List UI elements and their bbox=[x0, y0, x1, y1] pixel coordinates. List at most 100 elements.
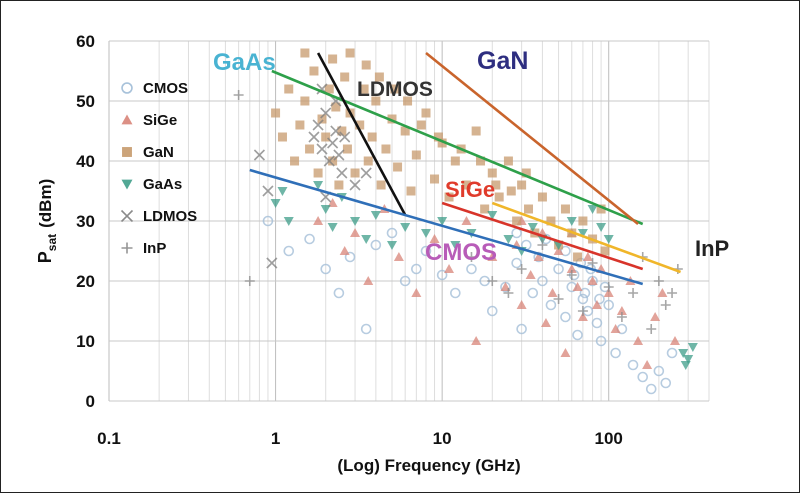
gaas-point bbox=[437, 217, 448, 226]
inp-point bbox=[628, 288, 639, 298]
ldmos-point bbox=[333, 149, 345, 161]
gan-point bbox=[411, 150, 421, 160]
inp-point bbox=[516, 264, 527, 274]
gan-point bbox=[350, 168, 360, 178]
sige-point bbox=[363, 276, 374, 285]
sige-point bbox=[582, 252, 593, 261]
cmos-point bbox=[516, 323, 527, 335]
gan-point bbox=[284, 84, 294, 94]
gan-point bbox=[406, 186, 416, 196]
gan-point bbox=[313, 168, 323, 178]
gaas-point bbox=[450, 241, 461, 250]
gan-point bbox=[387, 114, 397, 124]
inp-point bbox=[577, 306, 588, 316]
data-points bbox=[233, 48, 698, 395]
ldmos-point bbox=[339, 131, 351, 143]
gan-point bbox=[340, 72, 350, 82]
inp-point bbox=[466, 252, 477, 262]
gan-point bbox=[359, 84, 369, 94]
y-axis-title-unit: (dBm) bbox=[36, 179, 55, 228]
gan-point bbox=[416, 120, 426, 130]
annotation-inp: InP bbox=[695, 236, 729, 261]
gan-point bbox=[342, 144, 352, 154]
gan-point bbox=[381, 144, 391, 154]
ldmos-point bbox=[308, 131, 320, 143]
gan-point bbox=[444, 192, 454, 202]
gaas-point bbox=[270, 199, 281, 208]
cmos-point bbox=[344, 251, 356, 263]
sige-point bbox=[547, 288, 558, 297]
gaas-point bbox=[596, 223, 607, 232]
sige-point bbox=[327, 198, 338, 207]
x-axis-title: (Log) Frequency (GHz) bbox=[337, 456, 520, 475]
legend-label-inp: InP bbox=[143, 240, 166, 257]
gan-point bbox=[560, 204, 570, 214]
gaas-point bbox=[680, 361, 691, 370]
y-tick-label: 0 bbox=[86, 392, 95, 411]
inp-point bbox=[646, 324, 657, 334]
svg-text:Psat(dBm): Psat (dBm) bbox=[35, 179, 59, 263]
annotation-gaas: GaAs bbox=[213, 49, 276, 76]
gaas-point bbox=[678, 349, 689, 358]
sige-point bbox=[533, 252, 544, 261]
ldmos-point bbox=[330, 125, 342, 137]
trend-line-gan bbox=[425, 51, 639, 226]
cmos-point bbox=[660, 377, 672, 389]
cmos-point bbox=[320, 263, 332, 275]
sige-point bbox=[657, 288, 668, 297]
gaas-point bbox=[687, 343, 698, 352]
inp-point bbox=[653, 276, 664, 286]
sige-point bbox=[471, 336, 482, 345]
gan-point bbox=[400, 126, 410, 136]
gan-point bbox=[309, 66, 319, 76]
cmos-point bbox=[603, 299, 615, 311]
gaas-point bbox=[283, 217, 294, 226]
cmos-point bbox=[527, 287, 539, 299]
sige-point bbox=[540, 318, 551, 327]
cmos-point bbox=[553, 263, 564, 275]
gan-point bbox=[503, 156, 513, 166]
cmos-point bbox=[283, 245, 295, 257]
gan-point bbox=[334, 180, 344, 190]
sige-point bbox=[429, 234, 440, 243]
gaas-point bbox=[400, 223, 411, 232]
ldmos-point bbox=[349, 179, 361, 191]
cmos-point bbox=[511, 257, 522, 269]
inp-point bbox=[553, 294, 564, 304]
cmos-point bbox=[370, 239, 382, 251]
inp-point bbox=[587, 258, 598, 268]
sige-point bbox=[313, 216, 324, 225]
gaas-point bbox=[487, 211, 498, 220]
gan-point bbox=[363, 156, 373, 166]
cmos-point bbox=[591, 317, 603, 329]
annotation-sige: SiGe bbox=[445, 177, 495, 202]
gan-point bbox=[393, 162, 403, 172]
inp-point bbox=[503, 288, 514, 298]
trend-line-cmos bbox=[249, 168, 644, 286]
gan-point bbox=[546, 216, 556, 226]
ldmos-point bbox=[320, 107, 332, 119]
gan-point bbox=[487, 168, 497, 178]
sige-point bbox=[393, 252, 404, 261]
sige-point bbox=[411, 288, 422, 297]
cmos-point bbox=[627, 359, 639, 371]
gan-point bbox=[573, 252, 583, 262]
gaas-point bbox=[350, 217, 361, 226]
cmos-point bbox=[304, 233, 315, 245]
sige-point bbox=[587, 276, 598, 285]
cmos-point bbox=[486, 305, 498, 317]
legend-marker-inp bbox=[121, 242, 133, 254]
gan-point bbox=[517, 180, 527, 190]
gan-point bbox=[331, 102, 341, 112]
legend: CMOS SiGe GaN GaAs LDMOS InP bbox=[120, 80, 197, 257]
trend-annotations: GaAs GaN LDMOS SiGe CMOS InP bbox=[213, 47, 729, 266]
x-tick-label: 10 bbox=[433, 429, 452, 448]
cmos-point bbox=[537, 275, 548, 287]
tick-labels: 0 10 20 30 40 50 60 0.1 1 10 100 bbox=[76, 32, 623, 448]
cmos-point bbox=[386, 227, 398, 239]
gan-point bbox=[537, 192, 547, 202]
annotation-cmos: CMOS bbox=[425, 239, 497, 266]
sige-point bbox=[642, 360, 653, 369]
y-axis-title: Psat (dBm) bbox=[35, 179, 59, 263]
